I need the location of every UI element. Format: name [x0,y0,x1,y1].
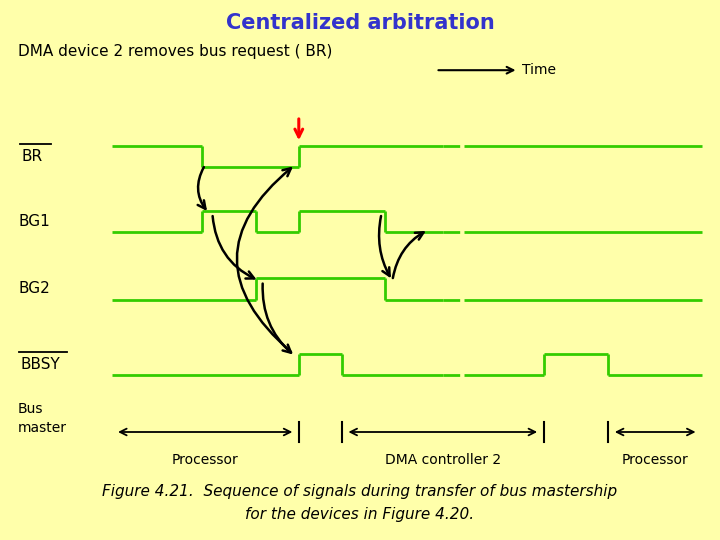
Text: Centralized arbitration: Centralized arbitration [225,13,495,33]
Text: Bus
master: Bus master [18,402,67,435]
Text: BBSY: BBSY [20,357,60,372]
Text: Time: Time [522,63,556,77]
Text: Processor: Processor [622,453,688,467]
Text: BR: BR [22,149,42,164]
Text: DMA device 2 removes bus request ( BR): DMA device 2 removes bus request ( BR) [18,44,333,59]
Text: BG2: BG2 [18,281,50,296]
Text: DMA controller 2: DMA controller 2 [384,453,501,467]
Text: Figure 4.21.  Sequence of signals during transfer of bus mastership: Figure 4.21. Sequence of signals during … [102,484,618,499]
Text: BG1: BG1 [18,214,50,229]
Text: for the devices in Figure 4.20.: for the devices in Figure 4.20. [246,507,474,522]
Text: Processor: Processor [172,453,238,467]
